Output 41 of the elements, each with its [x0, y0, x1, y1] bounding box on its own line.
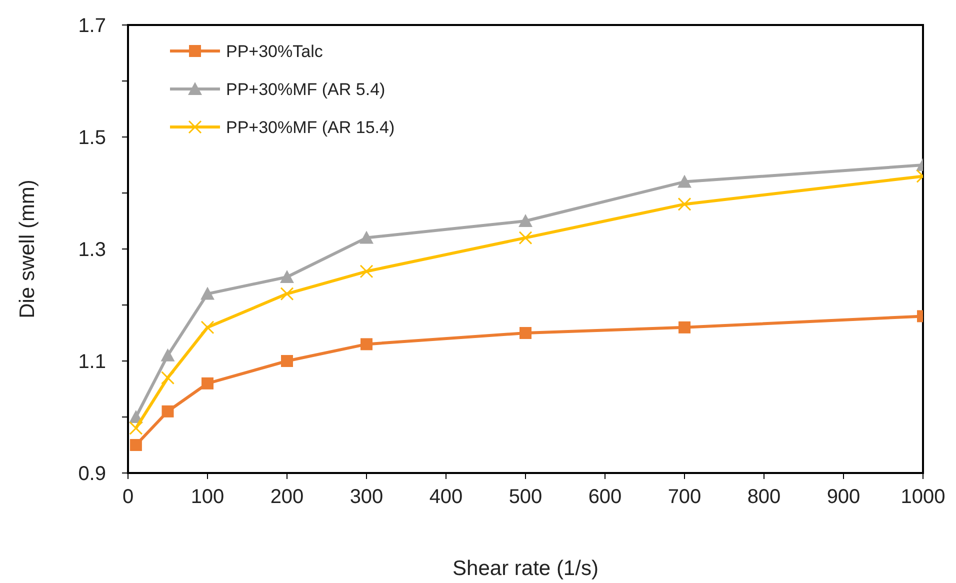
point — [360, 230, 374, 244]
point — [162, 405, 174, 418]
point — [518, 214, 532, 227]
point — [280, 270, 294, 283]
y-tick-label: 1.7 — [78, 15, 106, 37]
point — [202, 377, 214, 390]
point — [678, 197, 692, 211]
point — [160, 348, 175, 362]
point — [360, 338, 372, 350]
y-tick-label: 1.3 — [78, 239, 106, 261]
x-tick-label: 800 — [747, 486, 781, 508]
point — [360, 264, 374, 278]
legend-label: PP+30%Talc — [226, 42, 324, 61]
point — [161, 371, 174, 385]
x-tick-label: 700 — [668, 486, 702, 508]
point — [678, 321, 690, 334]
x-tick-label: 100 — [190, 486, 224, 508]
point — [518, 231, 532, 245]
x-tick-label: 600 — [588, 486, 622, 508]
x-tick-label: 500 — [508, 486, 542, 508]
point — [281, 355, 293, 367]
point — [200, 286, 214, 300]
y-tick-label: 1.5 — [78, 127, 106, 149]
y-tick-label: 0.9 — [78, 463, 106, 485]
x-tick-label: 300 — [350, 486, 384, 508]
point — [280, 287, 294, 301]
x-tick-label: 900 — [826, 486, 860, 508]
x-tick-label: 0 — [122, 486, 134, 508]
point — [678, 174, 692, 188]
point — [520, 327, 532, 339]
x-tick-label: 1000 — [900, 486, 946, 508]
x-tick-label: 400 — [429, 486, 463, 508]
point — [200, 320, 214, 334]
x-tick-label: 200 — [270, 486, 304, 508]
y-tick-label: 1.1 — [78, 351, 106, 373]
point — [129, 421, 143, 435]
y-axis-title: Die swell (mm) — [16, 180, 39, 318]
legend-label: PP+30%MF (AR 15.4) — [226, 118, 395, 137]
point — [130, 439, 142, 451]
legend-label: PP+30%MF (AR 5.4) — [226, 80, 386, 99]
x-axis-title: Shear rate (1/s) — [452, 557, 598, 580]
